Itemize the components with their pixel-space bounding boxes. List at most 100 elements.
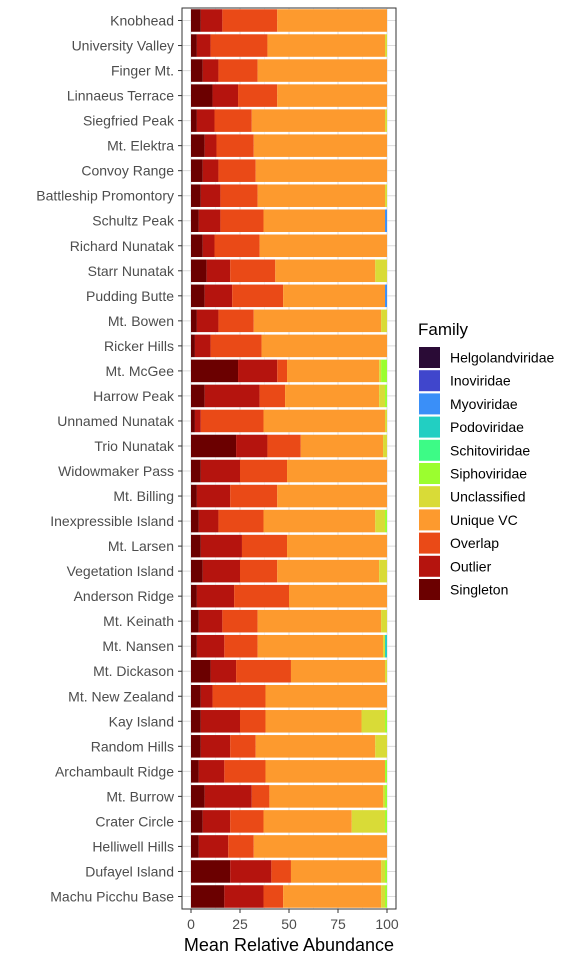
bar-outlier-siegfried-peak [196, 109, 215, 132]
bar-overlap-mt-burrow [251, 785, 270, 808]
bar-myoviridae-pudding-butte [385, 284, 387, 308]
bar-outlier-mt-new-zealand [200, 685, 213, 708]
bar-outlier-mt-nansen [196, 634, 225, 658]
bar-unique-vc-pudding-butte [283, 284, 386, 308]
bar-unclassified-mt-bowen [381, 309, 387, 333]
bar-unique-vc-university-valley [267, 34, 386, 57]
bar-overlap-finger-mt [218, 59, 258, 82]
bar-singleton-mt-billing [191, 484, 197, 508]
bar-outlier-mt-keinath [198, 609, 223, 633]
bar-overlap-mt-keinath [222, 609, 258, 633]
bar-singleton-inexpressible-island [191, 509, 199, 533]
y-tick-label: Vegetation Island [67, 563, 174, 579]
legend-swatch-schitoviridae [419, 439, 440, 461]
bar-overlap-linnaeus-terrace [238, 84, 278, 107]
bar-unclassified-battleship-promontory [385, 184, 387, 207]
y-tick-label: Mt. Nansen [102, 638, 174, 654]
bar-outlier-mt-elektra [204, 134, 217, 157]
bar-outlier-mt-mcgee [238, 359, 278, 383]
bar-overlap-richard-nunatak [214, 234, 260, 258]
bar-overlap-university-valley [210, 34, 268, 57]
bar-podoviridae-mt-nansen [385, 634, 387, 658]
bar-outlier-finger-mt [202, 59, 219, 82]
bar-unique-vc-mt-larsen [287, 534, 387, 558]
bar-overlap-mt-new-zealand [212, 685, 266, 708]
bar-outlier-harrow-peak [204, 384, 260, 408]
bar-outlier-pudding-butte [204, 284, 233, 308]
y-tick-label: Mt. New Zealand [68, 688, 174, 704]
bar-outlier-mt-larsen [200, 534, 242, 558]
bar-outlier-starr-nunatak [206, 259, 231, 283]
legend-label-siphoviridae: Siphoviridae [450, 466, 527, 482]
y-tick-label: Mt. Larsen [108, 538, 174, 554]
bar-overlap-dufayel-island [271, 860, 291, 883]
bar-overlap-crater-circle [230, 810, 264, 833]
bar-overlap-kay-island [240, 710, 266, 733]
bar-singleton-crater-circle [191, 810, 203, 833]
bar-singleton-vegetation-island [191, 559, 203, 583]
y-tick-label: Linnaeus Terrace [67, 88, 174, 104]
bar-singleton-dufayel-island [191, 860, 231, 883]
bar-unique-vc-finger-mt [257, 59, 387, 82]
bar-unique-vc-mt-bowen [253, 309, 382, 333]
bar-outlier-mt-burrow [204, 785, 252, 808]
y-tick-label: Archambault Ridge [55, 763, 174, 779]
bar-unclassified-dufayel-island [381, 860, 386, 883]
bar-unclassified-siegfried-peak [385, 109, 387, 132]
y-tick-label: Random Hills [91, 738, 174, 754]
bar-overlap-unnamed-nunatak [200, 409, 264, 433]
bar-singleton-mt-elektra [191, 134, 205, 157]
bar-unique-vc-mt-new-zealand [265, 685, 387, 708]
y-tick-label: Mt. Billing [113, 488, 174, 504]
bar-unique-vc-schultz-peak [263, 209, 386, 232]
y-tick-label: Pudding Butte [86, 288, 174, 304]
legend-swatch-siphoviridae [419, 463, 440, 484]
y-tick-label: Mt. Burrow [106, 788, 175, 804]
bar-overlap-trio-nunatak [267, 434, 301, 458]
bar-outlier-trio-nunatak [236, 434, 268, 458]
bar-siphoviridae-mt-burrow [385, 785, 387, 808]
bar-outlier-convoy-range [202, 159, 219, 182]
bar-singleton-university-valley [191, 34, 197, 57]
bar-singleton-linnaeus-terrace [191, 84, 213, 107]
bar-siphoviridae-crater-circle [385, 810, 387, 833]
bar-outlier-crater-circle [202, 810, 231, 833]
bar-overlap-mt-bowen [218, 309, 254, 333]
bar-unique-vc-knobhead [277, 9, 387, 32]
legend-swatch-singleton [419, 579, 440, 600]
bar-overlap-mt-larsen [241, 534, 288, 558]
bar-unique-vc-dufayel-island [290, 860, 382, 883]
legend-label-unique-vc: Unique VC [450, 512, 518, 528]
bar-overlap-convoy-range [218, 159, 256, 182]
bar-singleton-mt-larsen [191, 534, 201, 558]
x-tick-label: 75 [330, 916, 346, 932]
bar-singleton-mt-new-zealand [191, 685, 201, 708]
y-tick-label: Mt. Keinath [103, 613, 174, 629]
bar-unique-vc-linnaeus-terrace [277, 84, 387, 107]
legend-swatch-inoviridae [419, 370, 440, 392]
bar-unique-vc-archambault-ridge [265, 760, 386, 783]
bar-outlier-mt-bowen [196, 309, 219, 333]
bar-singleton-mt-dickason [191, 659, 211, 683]
x-tick-label: 50 [281, 916, 297, 932]
y-tick-label: Trio Nunatak [94, 438, 175, 454]
legend-swatch-myoviridae [419, 393, 440, 415]
bar-unclassified-trio-nunatak [383, 434, 387, 458]
bar-outlier-helliwell-hills [198, 835, 229, 858]
y-tick-label: Kay Island [109, 713, 174, 729]
bar-myoviridae-schultz-peak [385, 209, 387, 232]
bar-overlap-anderson-ridge [234, 584, 289, 608]
y-tick-label: Helliwell Hills [92, 838, 174, 854]
y-tick-label: Crater Circle [95, 813, 174, 829]
x-tick-label: 25 [232, 916, 248, 932]
bar-siphoviridae-dufayel-island [385, 860, 387, 883]
y-tick-label: Mt. Dickason [93, 663, 174, 679]
legend-swatch-overlap [419, 532, 440, 554]
bar-overlap-archambault-ridge [224, 760, 266, 783]
bar-overlap-battleship-promontory [220, 184, 258, 207]
bar-outlier-vegetation-island [202, 559, 240, 583]
legend-label-inoviridae: Inoviridae [450, 373, 511, 389]
bar-unique-vc-richard-nunatak [259, 234, 387, 258]
bar-singleton-knobhead [191, 9, 201, 32]
legend-swatch-podoviridae [419, 416, 440, 438]
